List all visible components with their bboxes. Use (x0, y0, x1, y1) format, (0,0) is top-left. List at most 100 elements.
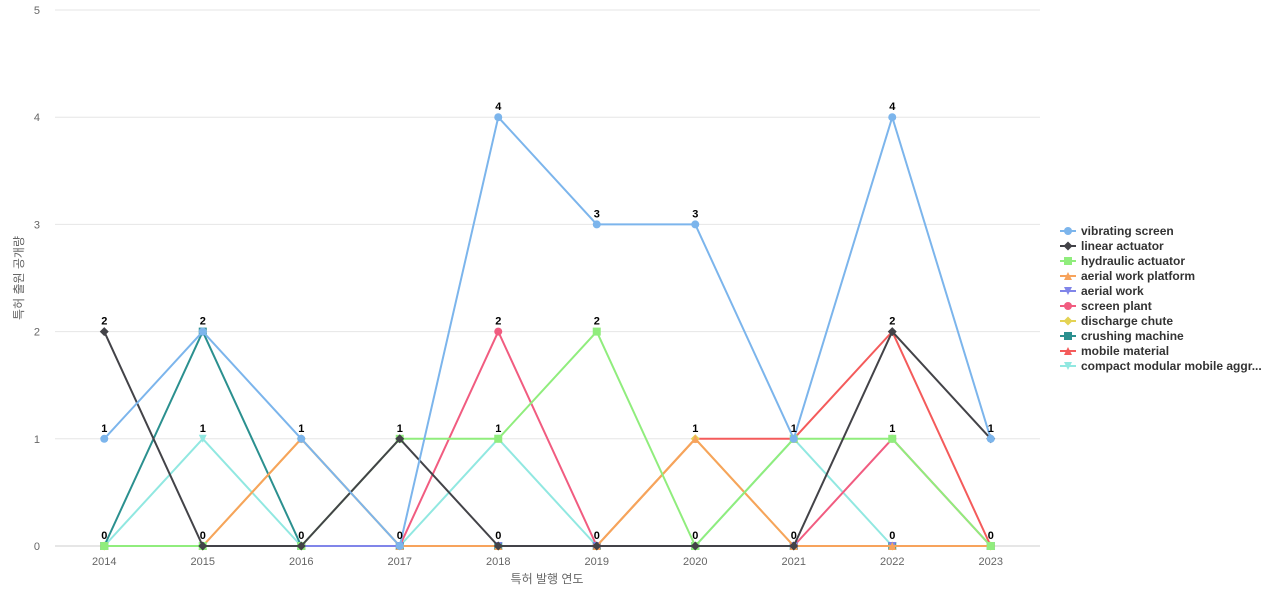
data-label: 0 (594, 530, 600, 542)
data-point (592, 220, 601, 229)
x-tick-label: 2023 (979, 556, 1003, 568)
data-label: 1 (101, 423, 107, 435)
data-point (690, 541, 700, 551)
legend-marker (1064, 272, 1072, 280)
data-point (986, 434, 995, 443)
data-label: 1 (791, 423, 797, 435)
data-point (592, 541, 602, 551)
data-label: 1 (298, 423, 304, 435)
legend-label: vibrating screen (1081, 224, 1174, 238)
data-point (493, 541, 503, 551)
legend-item-aerial-work-platform[interactable]: aerial work platform (1060, 269, 1195, 283)
x-tick-label: 2016 (289, 556, 313, 568)
data-point (789, 434, 798, 443)
legend-marker (1063, 241, 1073, 251)
data-point (99, 327, 109, 337)
legend-item-screen-plant[interactable]: screen plant (1060, 299, 1152, 313)
x-tick-label: 2018 (486, 556, 510, 568)
x-tick-label: 2021 (782, 556, 806, 568)
legend-label: aerial work (1081, 284, 1144, 298)
y-tick-label: 2 (34, 327, 40, 339)
x-axis-title: 특허 발행 연도 (511, 571, 584, 586)
legend-marker (1064, 227, 1072, 235)
legend-label: hydraulic actuator (1081, 254, 1185, 268)
legend-label: compact modular mobile aggr... (1081, 359, 1262, 373)
series-vibrating-screen[interactable] (100, 113, 995, 550)
legend-item-discharge-chute[interactable]: discharge chute (1060, 314, 1173, 328)
legend-marker (1064, 287, 1072, 295)
data-label: 4 (495, 101, 502, 113)
series-lines (99, 113, 996, 551)
y-tick-label: 0 (34, 541, 40, 553)
data-label: 1 (495, 423, 501, 435)
series-compact-modular-mobile-aggr[interactable] (100, 434, 995, 550)
data-point (395, 542, 404, 550)
data-label: 0 (397, 530, 403, 542)
legend-item-compact-modular-mobile-aggr[interactable]: compact modular mobile aggr... (1060, 359, 1262, 373)
series-line (103, 116, 992, 547)
data-label: 4 (889, 101, 896, 113)
grid-lines (55, 9, 1040, 547)
data-point (296, 541, 306, 551)
legend-item-crushing-machine[interactable]: crushing machine (1060, 329, 1184, 343)
data-point (198, 327, 207, 336)
data-label: 0 (692, 530, 698, 542)
data-label: 2 (495, 316, 501, 328)
legend-item-linear-actuator[interactable]: linear actuator (1060, 239, 1164, 253)
data-label: 1 (889, 423, 895, 435)
legend-label: screen plant (1081, 299, 1152, 313)
data-point (888, 542, 897, 550)
series-line (103, 437, 991, 547)
x-tick-label: 2019 (585, 556, 609, 568)
data-label: 0 (988, 530, 994, 542)
x-tick-label: 2017 (388, 556, 412, 568)
legend-marker (1064, 257, 1072, 265)
x-tick-label: 2015 (191, 556, 215, 568)
data-point (100, 434, 109, 443)
data-label: 2 (101, 316, 107, 328)
data-point (198, 541, 208, 551)
data-point (592, 327, 601, 336)
y-tick-label: 3 (34, 219, 40, 231)
series-linear-actuator[interactable] (99, 327, 996, 551)
data-point (691, 434, 700, 443)
legend-label: mobile material (1081, 344, 1169, 358)
legend-item-vibrating-screen[interactable]: vibrating screen (1060, 224, 1174, 238)
legend-item-mobile-material[interactable]: mobile material (1060, 344, 1169, 358)
data-label: 2 (889, 316, 895, 328)
y-tick-label: 4 (34, 112, 40, 124)
data-label: 0 (101, 530, 107, 542)
y-axis-ticks: 0 1 2 3 4 5 (34, 5, 40, 553)
data-point (691, 220, 700, 229)
data-label: 2 (200, 316, 206, 328)
legend-marker (1064, 302, 1072, 310)
data-point (494, 434, 503, 443)
legend-marker (1064, 362, 1072, 370)
legend-marker (1064, 347, 1072, 355)
x-axis-ticks: 2014 2015 2016 2017 2018 2019 2020 2021 2022 2023 (92, 556, 1003, 568)
y-tick-label: 1 (34, 434, 40, 446)
legend-label: linear actuator (1081, 239, 1164, 253)
data-label: 1 (692, 423, 698, 435)
legend-label: crushing machine (1081, 329, 1184, 343)
data-point (494, 327, 503, 336)
legend-label: aerial work platform (1081, 269, 1195, 283)
legend-item-hydraulic-actuator[interactable]: hydraulic actuator (1060, 254, 1185, 268)
data-point (494, 113, 503, 122)
data-label: 0 (298, 530, 304, 542)
data-label: 1 (988, 423, 994, 435)
x-tick-label: 2020 (683, 556, 707, 568)
legend-marker (1063, 316, 1073, 326)
data-point (100, 542, 109, 550)
data-point (986, 542, 995, 550)
data-label: 0 (200, 530, 206, 542)
data-label: 1 (397, 423, 403, 435)
data-point (888, 434, 897, 443)
legend-item-aerial-work[interactable]: aerial work (1060, 284, 1144, 298)
data-point (888, 113, 897, 122)
x-tick-label: 2014 (92, 556, 116, 568)
y-tick-label: 5 (34, 5, 40, 17)
